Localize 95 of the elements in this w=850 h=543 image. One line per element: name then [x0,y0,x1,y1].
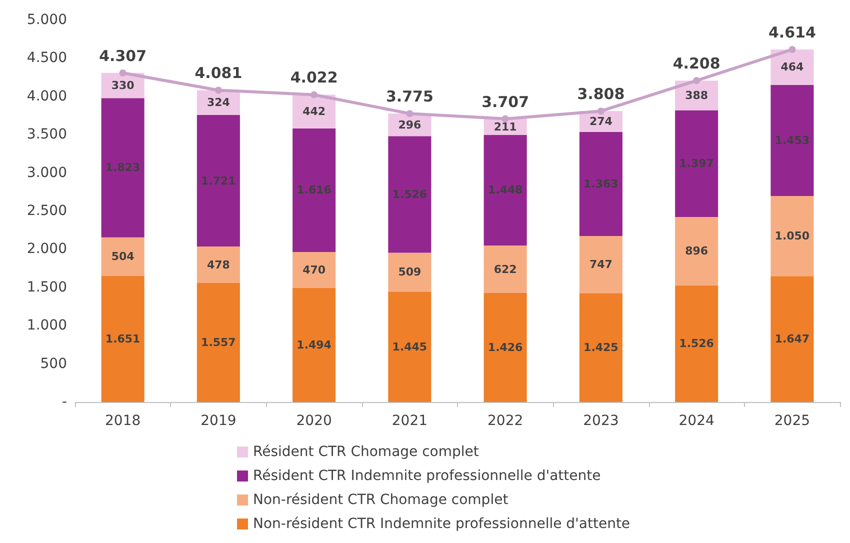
data-label: 1.494 [296,338,332,352]
y-tick-label: 2.500 [26,203,67,219]
data-label: 3.775 [386,88,434,106]
point [310,91,318,98]
data-label: 4.614 [768,23,816,42]
data-label: 622 [494,262,517,276]
data-label: 296 [398,118,422,132]
bar [388,136,432,253]
data-label: 747 [589,258,612,272]
data-label: 211 [494,120,517,134]
data-label: 1.445 [392,340,428,354]
data-label: 1.526 [392,188,428,201]
bar [675,285,718,402]
data-label: 1.426 [488,341,524,354]
bar [101,98,144,238]
point [502,115,509,122]
point [693,77,700,84]
bar [579,236,622,294]
bar [388,292,432,402]
data-label: 509 [398,266,422,279]
data-label: 3.808 [577,85,625,104]
x-tick-label: 2025 [774,413,810,429]
data-label: 464 [780,60,804,74]
bar [388,252,432,292]
x-tick-label: 2019 [200,413,236,429]
y-tick-label: 1.000 [26,318,67,334]
bar [101,276,144,402]
data-label: 1.651 [105,332,140,346]
data-label: 330 [111,78,135,92]
bar [292,252,336,288]
bar [579,132,622,236]
bar [196,246,240,284]
bar [292,288,336,402]
legend-label: Non-résident CTR Indemnite professionnelle d'attente [253,516,630,532]
y-tick-label: 3.000 [26,164,67,181]
bar [675,110,718,217]
point [597,108,604,115]
x-tick-label: 2018 [104,413,141,429]
bar [196,115,240,247]
point [119,69,126,76]
y-tick-label: - [62,394,67,410]
data-label: 504 [111,250,135,264]
data-label: 1.721 [201,174,236,188]
data-label: 1.397 [679,157,714,170]
x-tick-label: 2022 [487,413,524,429]
bar [292,128,336,252]
legend-label: Non-résident CTR Chomage complet [253,492,509,508]
data-label: 4.208 [672,54,720,73]
data-label: 1.050 [774,230,810,243]
y-tick-label: 3.500 [26,126,67,143]
data-label: 324 [206,96,230,110]
y-tick-label: 500 [40,356,67,372]
data-label: 4.307 [99,46,147,65]
data-label: 1.526 [679,337,714,350]
legend-label: Résident CTR Chomage complet [253,444,480,460]
y-tick-label: 1.500 [26,279,67,296]
x-tick-label: 2021 [392,413,428,429]
data-label: 1.425 [584,341,618,354]
point [214,86,222,94]
bar [675,216,718,286]
data-label: 4.081 [194,64,242,82]
data-label: 1.647 [774,332,810,346]
data-label: 1.823 [105,161,140,174]
bar [101,237,144,276]
data-label: 1.363 [584,177,618,190]
bar [579,293,622,402]
point [406,110,414,118]
y-tick-label: 5.000 [26,12,67,28]
data-label: 1.616 [296,184,332,197]
data-label: 442 [302,105,326,118]
data-label: 470 [302,263,326,276]
x-tick-label: 2024 [678,413,714,429]
data-label: 1.448 [488,184,523,197]
bar [770,84,814,196]
data-label: 1.453 [774,134,810,147]
data-label: 1.557 [201,336,236,350]
data-label: 274 [589,114,613,128]
point [788,46,796,53]
y-tick-label: 4.500 [26,50,67,66]
bar [484,293,527,402]
data-label: 896 [685,244,708,258]
bar [484,134,527,246]
bar [770,196,814,276]
data-label: 478 [206,258,230,272]
legend-label: Résident CTR Indemnite professionnelle d'attente [253,468,601,484]
x-tick-label: 2020 [296,413,332,429]
bar [770,276,814,402]
bar [196,283,240,402]
x-tick-label: 2023 [583,413,619,429]
y-tick-label: 2.000 [26,241,67,258]
bar [484,246,527,294]
data-label: 3.707 [482,92,530,111]
data-label: 388 [685,88,708,102]
data-label: 4.022 [290,68,338,87]
y-tick-label: 4.000 [26,88,67,104]
